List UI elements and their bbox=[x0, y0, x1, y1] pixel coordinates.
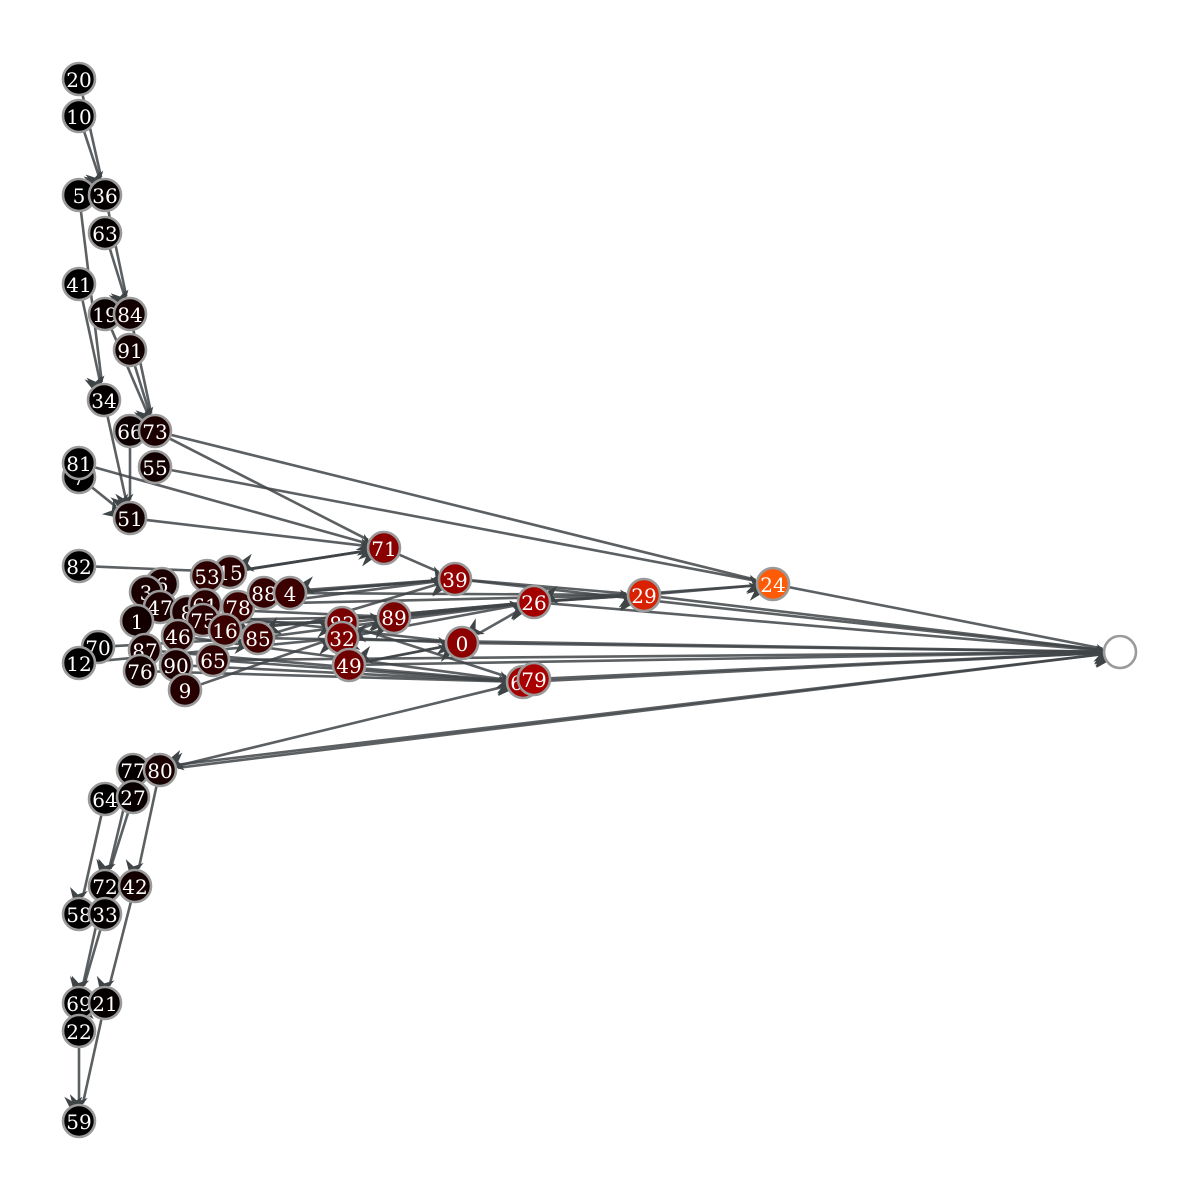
node-84: 84 bbox=[114, 298, 146, 330]
node-label-20: 20 bbox=[66, 68, 91, 92]
node-label-41: 41 bbox=[66, 273, 91, 297]
edge-73-to-24 bbox=[171, 435, 756, 580]
edge-71-to-39 bbox=[399, 554, 439, 571]
node-label-63: 63 bbox=[92, 222, 117, 246]
node-76: 76 bbox=[124, 655, 156, 687]
node-label-64: 64 bbox=[92, 788, 117, 812]
node-4: 4 bbox=[274, 577, 306, 609]
node-82: 82 bbox=[63, 550, 95, 582]
node-label-21: 21 bbox=[92, 992, 117, 1016]
node-55: 55 bbox=[139, 451, 171, 483]
node-label-85: 85 bbox=[245, 627, 270, 651]
node-34: 34 bbox=[88, 384, 120, 416]
node-label-80: 80 bbox=[147, 759, 172, 783]
node-label-33: 33 bbox=[92, 903, 117, 927]
node-46: 46 bbox=[162, 620, 194, 652]
node-label-12: 12 bbox=[66, 652, 91, 676]
nodes-layer: 2010536634119849134667378155518271155339… bbox=[63, 63, 1136, 1137]
edge-26-to-0 bbox=[478, 610, 520, 634]
node-24: 24 bbox=[757, 568, 789, 600]
node-label-72: 72 bbox=[92, 875, 117, 899]
node-65: 65 bbox=[197, 644, 229, 676]
node-27: 27 bbox=[117, 781, 149, 813]
edge-60-to-80 bbox=[178, 686, 508, 766]
node-29: 29 bbox=[628, 579, 660, 611]
node-label-39: 39 bbox=[442, 568, 467, 592]
node-label-71: 71 bbox=[371, 537, 396, 561]
node-label-65: 65 bbox=[200, 649, 225, 673]
node-20: 20 bbox=[63, 63, 95, 95]
node-71: 71 bbox=[368, 532, 400, 564]
node-label-55: 55 bbox=[142, 456, 167, 480]
node-label-53: 53 bbox=[194, 565, 219, 589]
node-label-5: 5 bbox=[73, 184, 86, 208]
node-51: 51 bbox=[114, 502, 146, 534]
node-label-27: 27 bbox=[120, 786, 145, 810]
edge-4-to-29 bbox=[306, 593, 626, 595]
node-label-29: 29 bbox=[631, 584, 656, 608]
node-label-22: 22 bbox=[66, 1020, 91, 1044]
edge-27-to-72 bbox=[110, 812, 128, 869]
node-label-24: 24 bbox=[760, 573, 785, 597]
node-73: 73 bbox=[139, 415, 171, 447]
node-label-77: 77 bbox=[120, 759, 145, 783]
node-89: 89 bbox=[378, 601, 410, 633]
node-21: 21 bbox=[89, 987, 121, 1019]
node-label-1: 1 bbox=[131, 610, 144, 634]
node-label-9: 9 bbox=[179, 679, 192, 703]
node-81: 81 bbox=[63, 447, 95, 479]
node-label-76: 76 bbox=[127, 660, 152, 684]
node-label-10: 10 bbox=[66, 105, 91, 129]
node-label-0: 0 bbox=[456, 632, 469, 656]
node-label-36: 36 bbox=[92, 184, 117, 208]
node-label-16: 16 bbox=[212, 619, 237, 643]
node-36: 36 bbox=[89, 179, 121, 211]
node-79: 79 bbox=[518, 663, 550, 695]
edge-71-to-15 bbox=[248, 551, 368, 570]
node-26: 26 bbox=[518, 586, 550, 618]
node-label-73: 73 bbox=[142, 420, 167, 444]
node-label-49: 49 bbox=[336, 654, 361, 678]
node-label-59: 59 bbox=[66, 1110, 91, 1134]
node-label-32: 32 bbox=[329, 627, 354, 651]
node-label-26: 26 bbox=[521, 591, 546, 615]
node-85: 85 bbox=[242, 622, 274, 654]
node-12: 12 bbox=[63, 647, 95, 679]
node-label-34: 34 bbox=[91, 389, 116, 413]
node-53: 53 bbox=[191, 560, 223, 592]
node-42: 42 bbox=[119, 870, 151, 902]
node-label-89: 89 bbox=[381, 606, 406, 630]
node-22: 22 bbox=[63, 1015, 95, 1047]
node-1: 1 bbox=[121, 605, 153, 637]
node-63: 63 bbox=[89, 217, 121, 249]
node-41: 41 bbox=[63, 268, 95, 300]
node-label-18: 18 bbox=[1107, 641, 1132, 665]
node-label-91: 91 bbox=[117, 339, 142, 363]
node-label-51: 51 bbox=[117, 507, 142, 531]
node-label-84: 84 bbox=[117, 303, 142, 327]
node-16: 16 bbox=[209, 614, 241, 646]
node-label-81: 81 bbox=[66, 452, 91, 476]
node-33: 33 bbox=[89, 898, 121, 930]
node-91: 91 bbox=[114, 334, 146, 366]
edge-7-to-51 bbox=[92, 487, 117, 507]
node-49: 49 bbox=[333, 649, 365, 681]
node-80: 80 bbox=[144, 754, 176, 786]
node-label-79: 79 bbox=[521, 668, 546, 692]
node-label-82: 82 bbox=[66, 555, 91, 579]
node-label-42: 42 bbox=[122, 875, 147, 899]
node-label-4: 4 bbox=[284, 582, 297, 606]
node-0: 0 bbox=[446, 627, 478, 659]
node-59: 59 bbox=[63, 1105, 95, 1137]
node-9: 9 bbox=[169, 674, 201, 706]
node-label-46: 46 bbox=[165, 625, 190, 649]
node-39: 39 bbox=[439, 563, 471, 595]
node-10: 10 bbox=[63, 100, 95, 132]
node-18: 18 bbox=[1104, 636, 1136, 668]
